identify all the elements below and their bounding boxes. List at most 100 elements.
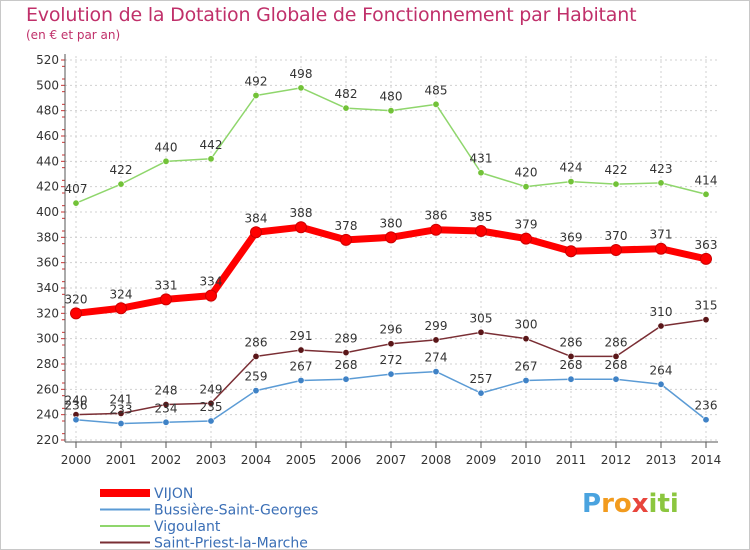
chart-subtitle: (en € et par an) xyxy=(26,28,121,42)
data-point xyxy=(477,328,485,336)
y-tick-label: 400 xyxy=(36,205,59,219)
data-point xyxy=(477,389,485,397)
data-label: 268 xyxy=(605,358,628,372)
data-label: 268 xyxy=(560,358,583,372)
data-label: 305 xyxy=(470,311,493,325)
y-tick-label: 360 xyxy=(36,256,59,270)
data-label: 385 xyxy=(470,210,493,224)
x-tick-label: 2007 xyxy=(376,453,407,467)
legend-entry: Vigoulant xyxy=(154,519,221,535)
data-label: 240 xyxy=(65,394,88,408)
data-point xyxy=(342,349,350,357)
x-tick-label: 2004 xyxy=(241,453,272,467)
data-label: 414 xyxy=(695,173,718,187)
data-point xyxy=(702,416,710,424)
y-tick-label: 480 xyxy=(36,104,59,118)
data-labels: 407 422 440 442 492 498 482 480 485 431 420 424 422 4… xyxy=(65,67,718,417)
data-point xyxy=(295,221,307,234)
y-tick-label: 380 xyxy=(36,230,59,244)
data-point xyxy=(612,352,620,360)
data-label: 272 xyxy=(380,353,403,367)
x-tick-label: 2001 xyxy=(106,453,137,467)
data-label: 289 xyxy=(335,332,358,346)
proxiti-logo: Proxiti xyxy=(582,489,679,519)
logo-letter: x xyxy=(631,489,649,519)
data-point xyxy=(117,180,125,188)
data-point xyxy=(657,322,665,330)
data-point xyxy=(70,307,82,320)
data-point xyxy=(612,180,620,188)
data-label: 259 xyxy=(245,370,268,384)
data-point xyxy=(342,375,350,383)
legend: VIJONBussière-Saint-GeorgesVigoulantSain… xyxy=(100,486,318,550)
data-point xyxy=(162,418,170,426)
data-label: 257 xyxy=(470,372,493,386)
data-point xyxy=(567,178,575,186)
x-tick-label: 2010 xyxy=(511,453,542,467)
data-label: 286 xyxy=(605,335,628,349)
data-point xyxy=(250,226,262,239)
data-label: 324 xyxy=(110,287,133,301)
data-point xyxy=(702,316,710,324)
data-point xyxy=(252,352,260,360)
data-point xyxy=(162,401,170,409)
data-label: 299 xyxy=(425,319,448,333)
data-label: 267 xyxy=(290,359,313,373)
data-label: 233 xyxy=(110,403,133,417)
data-label: 291 xyxy=(290,329,313,343)
x-tick-label: 2014 xyxy=(691,453,722,467)
data-point xyxy=(432,100,440,108)
x-tick-label: 2013 xyxy=(646,453,677,467)
data-label: 241 xyxy=(110,392,133,406)
data-point xyxy=(252,91,260,99)
data-label: 236 xyxy=(695,399,718,413)
y-tick-label: 260 xyxy=(36,382,59,396)
data-label: 440 xyxy=(155,140,178,154)
x-tick-label: 2005 xyxy=(286,453,317,467)
data-label: 420 xyxy=(515,166,538,180)
data-label: 235 xyxy=(200,400,223,414)
x-tick-label: 2008 xyxy=(421,453,452,467)
data-point xyxy=(297,376,305,384)
data-label: 363 xyxy=(695,238,718,252)
legend-entry: Bussière-Saint-Georges xyxy=(154,503,318,519)
data-point xyxy=(117,409,125,417)
data-label: 296 xyxy=(380,323,403,337)
data-point xyxy=(432,336,440,344)
y-tick-label: 440 xyxy=(36,154,59,168)
data-label: 380 xyxy=(380,216,403,230)
data-label: 485 xyxy=(425,83,448,97)
data-point xyxy=(252,387,260,395)
data-point xyxy=(340,233,352,246)
series-lines xyxy=(70,84,712,428)
data-label: 492 xyxy=(245,74,268,88)
data-point xyxy=(297,346,305,354)
y-tick-label: 500 xyxy=(36,78,59,92)
data-point xyxy=(612,375,620,383)
y-tick-label: 420 xyxy=(36,180,59,194)
data-point xyxy=(115,302,127,315)
x-tick-label: 2003 xyxy=(196,453,227,467)
logo-letter: r xyxy=(601,489,614,519)
data-point xyxy=(385,231,397,244)
logo-letter: o xyxy=(613,489,632,519)
y-tick-label: 280 xyxy=(36,357,59,371)
y-tick-label: 220 xyxy=(36,433,59,447)
data-point xyxy=(430,223,442,236)
data-label: 300 xyxy=(515,318,538,332)
logo-letter: i xyxy=(648,489,658,519)
data-label: 384 xyxy=(245,211,268,225)
data-label: 286 xyxy=(245,335,268,349)
data-label: 268 xyxy=(335,358,358,372)
legend-entry: VIJON xyxy=(154,486,193,502)
logo-letter: t xyxy=(657,489,670,519)
data-label: 248 xyxy=(155,384,178,398)
data-point xyxy=(655,242,667,255)
data-point xyxy=(610,244,622,256)
data-label: 442 xyxy=(200,138,223,152)
data-point xyxy=(522,376,530,384)
y-tick-label: 300 xyxy=(36,332,59,346)
data-label: 236 xyxy=(65,399,88,413)
